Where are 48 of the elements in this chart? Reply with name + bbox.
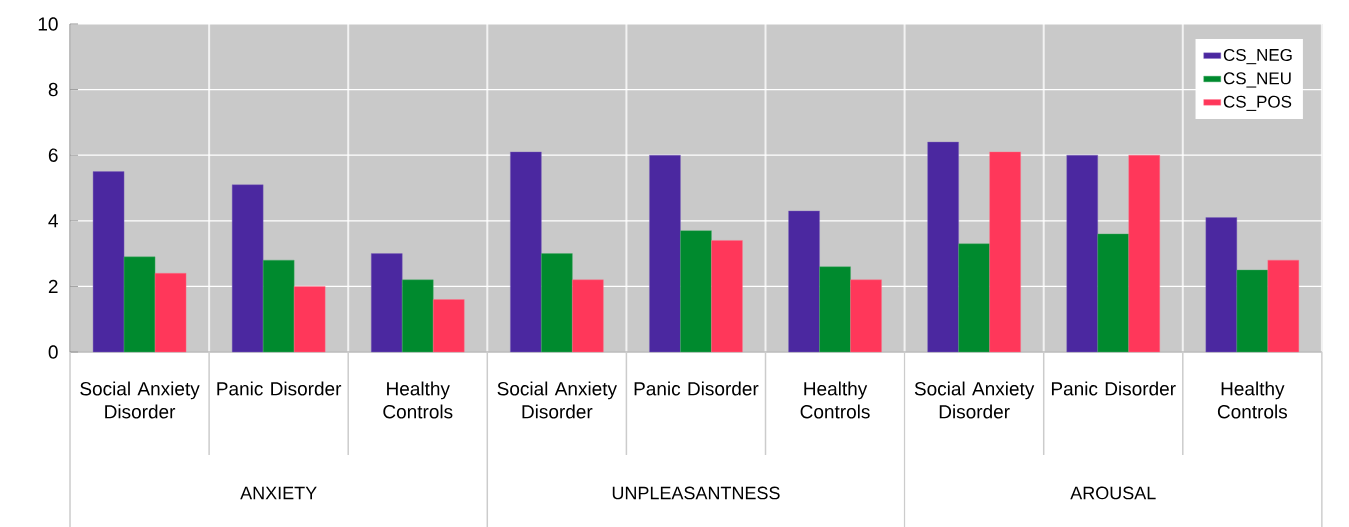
legend-label: CS_NEU bbox=[1223, 72, 1291, 88]
bar bbox=[1097, 233, 1129, 353]
y-tick-label: 2 bbox=[48, 279, 58, 294]
bar bbox=[680, 230, 712, 353]
bar bbox=[819, 266, 851, 353]
bar bbox=[1236, 269, 1269, 353]
bar bbox=[989, 151, 1021, 353]
bar bbox=[123, 256, 156, 353]
bar bbox=[958, 243, 990, 353]
x-tick-label: Panic Disorder bbox=[217, 381, 342, 396]
text: ANXIETY bbox=[240, 486, 317, 500]
x-tick-label: Panic Disorder bbox=[634, 381, 759, 396]
y-tick-label: 10 bbox=[38, 17, 58, 31]
bar bbox=[92, 171, 125, 353]
y-tick-label: 0 bbox=[48, 345, 58, 359]
x-tick-label: Healthy Controls bbox=[1217, 381, 1288, 419]
bar bbox=[850, 279, 882, 353]
x-tick-label: Social Anxiety Disorder bbox=[80, 381, 200, 419]
bar bbox=[371, 253, 403, 353]
bar bbox=[231, 184, 264, 353]
bar bbox=[510, 151, 542, 353]
y-tick-label: 6 bbox=[48, 148, 58, 162]
bar bbox=[788, 210, 820, 353]
x-tick-label: Social Anxiety Disorder bbox=[914, 381, 1035, 419]
x-tick-label: Healthy Controls bbox=[383, 381, 453, 419]
x-tick-label: Social Anxiety Disorder bbox=[497, 381, 617, 419]
legend-label: CS_NEG bbox=[1223, 48, 1292, 65]
y-tick-label: 8 bbox=[48, 82, 58, 97]
bar bbox=[1066, 154, 1098, 353]
bar bbox=[541, 253, 573, 353]
bar bbox=[154, 273, 187, 353]
bar bbox=[262, 259, 295, 353]
text: AROUSAL bbox=[1070, 486, 1156, 500]
bar bbox=[572, 279, 604, 353]
bar bbox=[1267, 259, 1300, 353]
x-tick-label: Healthy Controls bbox=[800, 381, 870, 419]
legend-label: CS_POS bbox=[1223, 95, 1292, 111]
bar bbox=[1205, 217, 1238, 353]
bar bbox=[1128, 154, 1160, 353]
bar bbox=[927, 141, 959, 353]
bar bbox=[293, 286, 326, 353]
x-tick-label: Panic Disorder bbox=[1051, 381, 1176, 396]
bar bbox=[402, 279, 434, 353]
bar bbox=[433, 299, 465, 353]
text: UNPLEASANTNESS bbox=[612, 486, 780, 500]
y-tick-label: 4 bbox=[48, 214, 58, 228]
bar bbox=[711, 240, 743, 353]
bar bbox=[649, 154, 681, 353]
